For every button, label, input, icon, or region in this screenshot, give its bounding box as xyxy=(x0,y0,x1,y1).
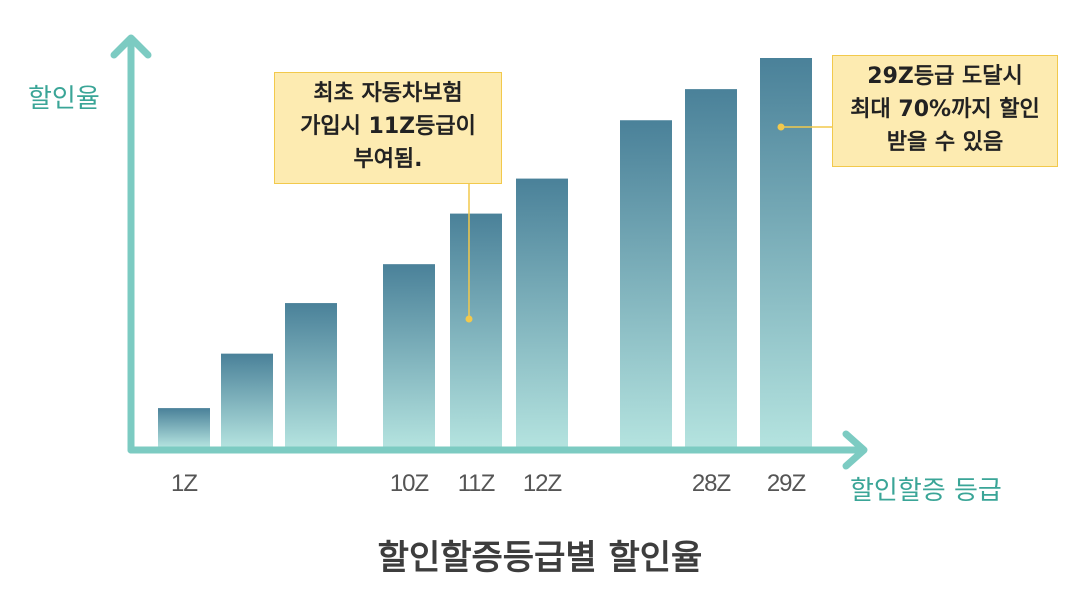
y-axis-arrowhead xyxy=(110,34,152,59)
callout-line: 가입시 11Z등급이 xyxy=(300,114,476,139)
x-axis-arrowhead xyxy=(842,430,868,470)
x-tick-label: 1Z xyxy=(170,470,198,497)
x-tick-label: 11Z xyxy=(457,470,496,497)
x-tick-label: 12Z xyxy=(522,470,562,497)
callout-line: 부여됨. xyxy=(353,147,423,172)
bar xyxy=(285,303,337,447)
bar xyxy=(450,213,502,447)
bar xyxy=(158,408,210,447)
bar xyxy=(685,89,737,448)
bars-layer xyxy=(158,58,812,448)
leader-dot xyxy=(465,315,473,323)
callout-line: 최초 자동차보험 xyxy=(313,81,463,106)
bar xyxy=(620,120,672,448)
x-axis-label: 할인할증 등급 xyxy=(850,476,1002,506)
bar xyxy=(760,58,812,447)
x-tick-label: 10Z xyxy=(389,470,429,497)
callout-line: 29Z등급 도달시 xyxy=(867,64,1023,89)
bar xyxy=(221,353,273,447)
x-tick-label: 28Z xyxy=(691,470,731,497)
annotation-callout-11z: 최초 자동차보험 가입시 11Z등급이 부여됨. xyxy=(274,72,502,184)
bar xyxy=(383,264,435,447)
callout-leaders xyxy=(465,123,832,323)
bar xyxy=(516,178,568,447)
chart-title: 할인할증등급별 할인율 xyxy=(377,538,703,578)
x-tick-label: 29Z xyxy=(766,470,806,497)
leader-dot xyxy=(777,123,785,131)
callout-line: 최대 70%까지 할인 xyxy=(850,97,1040,122)
y-axis-label: 할인율 xyxy=(28,84,100,114)
callout-line: 받을 수 있음 xyxy=(886,130,1004,155)
annotation-callout-29z: 29Z등급 도달시 최대 70%까지 할인 받을 수 있음 xyxy=(832,55,1058,167)
